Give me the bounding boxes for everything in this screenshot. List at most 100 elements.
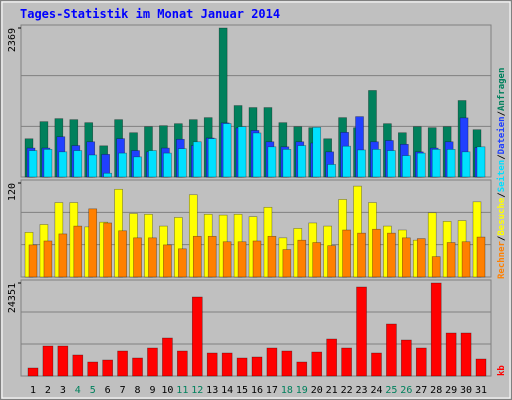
bar	[252, 132, 262, 178]
bar	[163, 152, 172, 178]
bar	[430, 282, 442, 377]
bar	[73, 150, 83, 178]
x-tick-label: 29	[445, 385, 457, 396]
bar	[461, 151, 471, 178]
bar	[132, 357, 143, 377]
x-tick-label: 12	[191, 385, 203, 396]
legend-separator: /	[497, 236, 507, 241]
bar	[415, 347, 427, 377]
x-tick-label: 23	[356, 385, 368, 396]
x-tick-label: 5	[90, 385, 96, 396]
bar	[207, 138, 217, 178]
bar	[446, 242, 456, 278]
x-tick-label: 9	[149, 385, 155, 396]
x-tick-label: 21	[326, 385, 338, 396]
bar	[102, 359, 113, 377]
bar	[386, 323, 397, 377]
bar	[221, 352, 233, 377]
bar	[237, 241, 247, 278]
x-tick-label: 31	[475, 385, 487, 396]
bar	[267, 146, 277, 178]
bar	[222, 241, 232, 278]
bar	[206, 352, 218, 377]
x-tick-label: 27	[415, 385, 427, 396]
bar	[326, 338, 337, 377]
bar	[252, 240, 262, 278]
bar	[281, 350, 293, 377]
bar	[117, 350, 128, 377]
x-tick-label: 16	[251, 385, 263, 396]
bar	[297, 145, 307, 178]
bar	[312, 242, 322, 278]
bar	[192, 235, 202, 278]
bar	[87, 361, 99, 377]
bar	[266, 347, 278, 377]
bar	[43, 240, 53, 278]
x-tick-label: 6	[105, 385, 111, 396]
bar	[103, 172, 112, 178]
x-tick-label: 18	[281, 385, 293, 396]
bar	[27, 367, 39, 377]
bar	[431, 149, 441, 178]
bar	[282, 149, 292, 178]
bar	[133, 237, 142, 278]
x-tick-label: 2	[45, 385, 51, 396]
bar	[431, 256, 441, 278]
bar	[311, 351, 323, 377]
bar	[387, 232, 396, 278]
x-tick-label: 24	[370, 385, 382, 396]
bar	[178, 148, 187, 178]
legend-entry: kb	[497, 365, 507, 376]
x-tick-label: 17	[266, 385, 278, 396]
bar	[372, 228, 381, 278]
bar	[163, 244, 172, 278]
bar	[147, 347, 158, 377]
x-tick-label: 3	[60, 385, 66, 396]
x-tick-label: 25	[385, 385, 397, 396]
bar	[237, 126, 247, 178]
x-tick-label: 14	[221, 385, 233, 396]
legend-entry: Rechner	[497, 240, 507, 279]
x-tick-label: 7	[120, 385, 126, 396]
bar	[476, 146, 486, 178]
bar	[327, 245, 336, 278]
y-tick-label: 120	[7, 183, 18, 201]
bar	[57, 345, 69, 377]
bar	[357, 149, 366, 178]
bar	[312, 127, 322, 178]
bar	[148, 237, 157, 278]
legend-entry: Besuche	[497, 197, 507, 236]
bar	[476, 236, 486, 278]
x-tick-label: 10	[161, 385, 173, 396]
legend-separator: /	[497, 192, 507, 197]
bar	[342, 229, 351, 278]
x-tick-label: 28	[430, 385, 442, 396]
bar	[402, 155, 411, 178]
bar	[148, 150, 157, 178]
bar	[178, 248, 187, 278]
bar	[73, 225, 83, 278]
x-tick-label: 26	[400, 385, 412, 396]
chart-title: Tages-Statistik im Monat Januar 2014	[20, 7, 280, 21]
bar	[445, 332, 457, 377]
bar	[222, 123, 232, 178]
bar	[475, 358, 487, 377]
bar	[297, 239, 307, 278]
bar	[162, 337, 173, 377]
bar	[461, 241, 471, 278]
bar	[401, 339, 412, 377]
x-tick-label: 4	[75, 385, 81, 396]
bar	[42, 345, 54, 377]
bar	[341, 347, 352, 377]
legend: Rechner/Besuche/Seiten/Dateien/Anfragen	[496, 68, 507, 279]
bar	[357, 232, 366, 278]
bar	[342, 145, 351, 178]
bar	[191, 296, 203, 377]
x-tick-label: 30	[460, 385, 472, 396]
legend-separator: /	[497, 111, 507, 116]
bar	[192, 141, 202, 178]
y-tick-label: 24351	[7, 283, 18, 313]
bar	[177, 350, 188, 377]
